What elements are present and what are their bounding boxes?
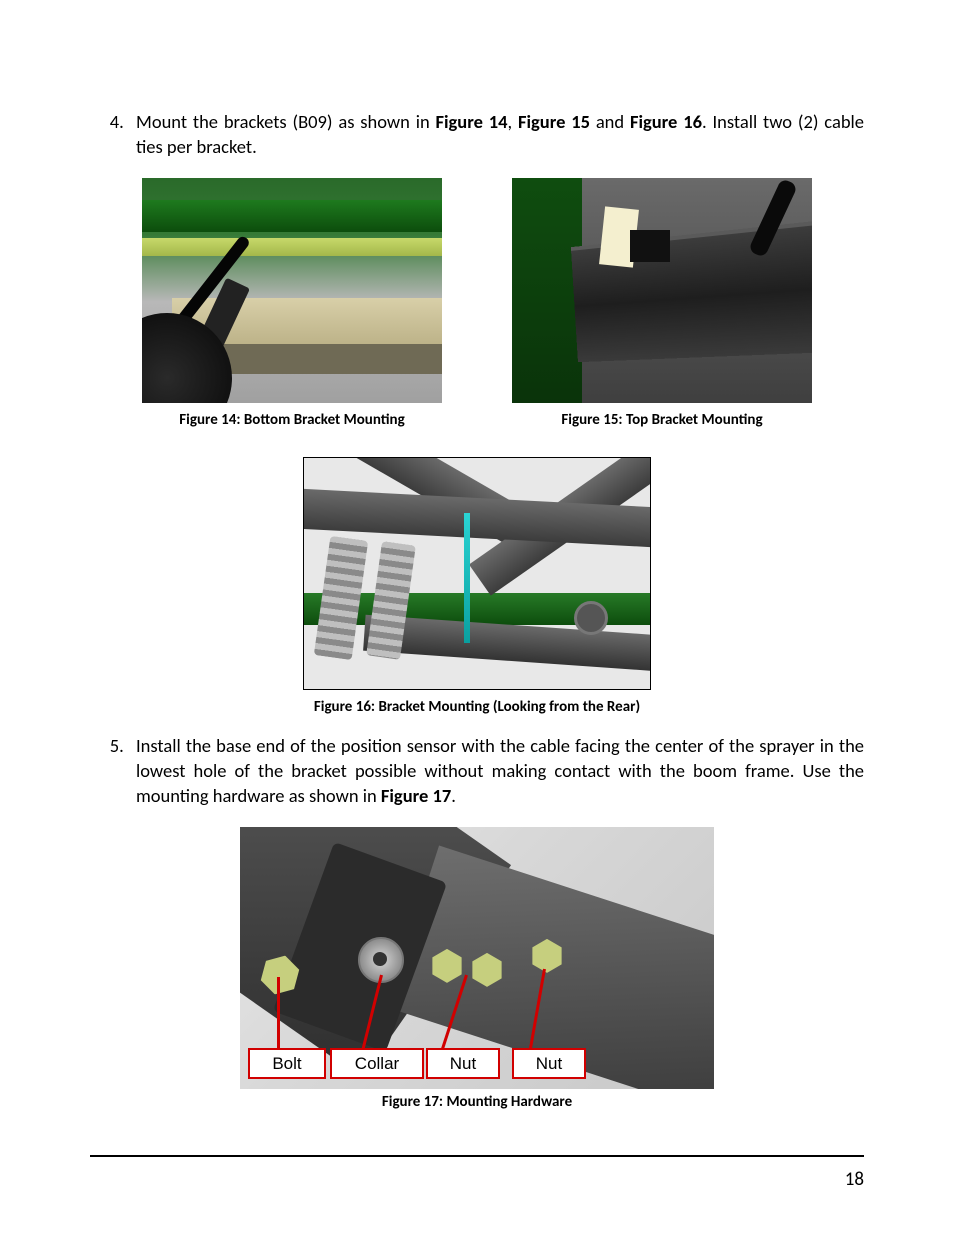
footer-rule — [90, 1155, 864, 1157]
figure-14: Figure 14: Bottom Bracket Mounting — [142, 178, 442, 429]
step-4: Mount the brackets (B09) as shown in Fig… — [128, 110, 864, 160]
fig17-label-collar: Collar — [330, 1048, 424, 1079]
step4-text-pre: Mount the brackets (B09) as shown in — [136, 110, 436, 133]
page-number: 18 — [845, 1168, 864, 1191]
figure-14-image — [142, 178, 442, 403]
figure-15: Figure 15: Top Bracket Mounting — [512, 178, 812, 429]
fig17-leader-bolt — [277, 977, 280, 1055]
figure-14-caption: Figure 14: Bottom Bracket Mounting — [179, 411, 404, 429]
step-5: Install the base end of the position sen… — [128, 734, 864, 809]
figure-16-image — [303, 457, 651, 690]
instruction-list: Mount the brackets (B09) as shown in Fig… — [90, 110, 864, 160]
step4-ref-fig16: Figure 16 — [630, 110, 702, 133]
fig17-label-nut2: Nut — [512, 1048, 586, 1079]
fig17-label-bolt: Bolt — [248, 1048, 326, 1079]
step4-sep2: and — [590, 110, 630, 133]
figure-17: BoltCollarNutNut Figure 17: Mounting Har… — [90, 827, 864, 1111]
figure-row-14-15: Figure 14: Bottom Bracket Mounting Figur… — [90, 178, 864, 429]
step5-text-pre: Install the base end of the position sen… — [136, 734, 864, 807]
figure-17-caption: Figure 17: Mounting Hardware — [382, 1093, 572, 1111]
fig17-label-nut1: Nut — [426, 1048, 500, 1079]
step5-text-post: . — [451, 784, 456, 807]
figure-16-caption: Figure 16: Bracket Mounting (Looking fro… — [314, 698, 640, 716]
figure-17-image: BoltCollarNutNut — [240, 827, 714, 1089]
page: Mount the brackets (B09) as shown in Fig… — [0, 0, 954, 1235]
figure-16: Figure 16: Bracket Mounting (Looking fro… — [90, 457, 864, 716]
figure-15-image — [512, 178, 812, 403]
step5-ref-fig17: Figure 17 — [381, 784, 451, 807]
step4-sep1: , — [508, 110, 518, 133]
instruction-list-cont: Install the base end of the position sen… — [90, 734, 864, 809]
step4-ref-fig15: Figure 15 — [518, 110, 590, 133]
step4-ref-fig14: Figure 14 — [436, 110, 508, 133]
figure-15-caption: Figure 15: Top Bracket Mounting — [561, 411, 762, 429]
